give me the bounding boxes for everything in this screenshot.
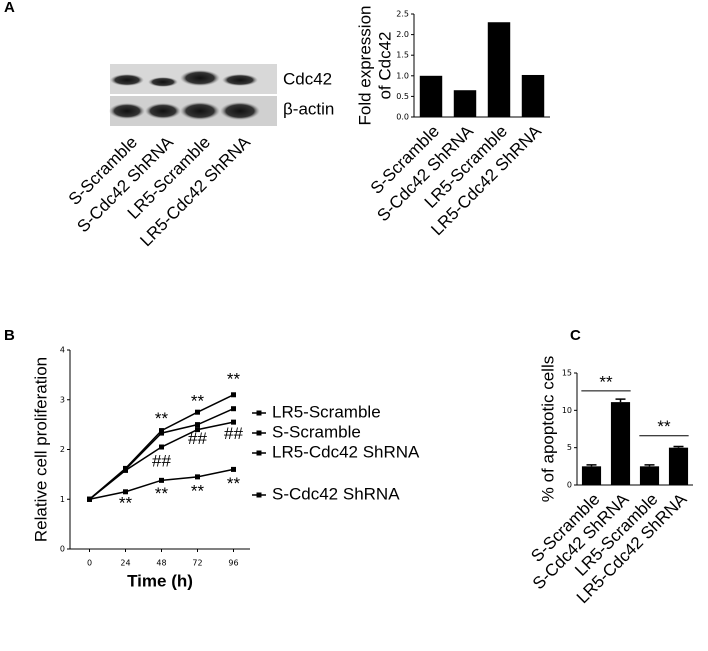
annotation: ## bbox=[152, 451, 171, 470]
y-axis-label: % of apoptotic cells bbox=[538, 356, 557, 502]
y-tick-label: 0 bbox=[567, 481, 572, 490]
point bbox=[159, 444, 164, 450]
point bbox=[195, 422, 200, 428]
bar bbox=[610, 402, 631, 485]
bar bbox=[581, 466, 602, 485]
legend-label: LR5-Scramble bbox=[272, 402, 381, 421]
error-bar bbox=[644, 464, 655, 467]
y-axis-label: of Cdc42 bbox=[375, 31, 394, 99]
point bbox=[159, 430, 164, 436]
point bbox=[123, 489, 128, 495]
point bbox=[231, 419, 236, 425]
point bbox=[87, 496, 92, 502]
x-tick-label: 48 bbox=[156, 559, 166, 568]
y-tick-label: 1.0 bbox=[396, 71, 409, 80]
y-tick-label: 1.5 bbox=[396, 51, 409, 60]
point bbox=[231, 392, 236, 398]
annotation: ** bbox=[191, 481, 205, 500]
y-tick-label: 5 bbox=[567, 443, 572, 452]
point bbox=[159, 477, 164, 483]
y-tick-label: 10 bbox=[562, 406, 572, 415]
point bbox=[195, 427, 200, 433]
x-tick-label: 96 bbox=[228, 559, 238, 568]
legend-marker bbox=[256, 450, 262, 456]
blot-band bbox=[109, 103, 145, 119]
annotation: ** bbox=[119, 494, 133, 513]
significance: ** bbox=[657, 417, 671, 436]
annotation: ** bbox=[227, 474, 241, 493]
point bbox=[123, 467, 128, 473]
blot bbox=[109, 64, 277, 126]
point bbox=[195, 409, 200, 415]
y-tick-label: 4 bbox=[60, 346, 65, 355]
blot-band bbox=[110, 74, 144, 86]
annotation: ## bbox=[188, 429, 207, 448]
legend-label: LR5-Cdc42 ShRNA bbox=[272, 442, 420, 461]
panel-label: B bbox=[4, 327, 15, 344]
x-tick-label: 24 bbox=[120, 559, 130, 568]
band-label: β-actin bbox=[283, 99, 334, 118]
blot-band bbox=[220, 102, 260, 120]
legend-marker bbox=[256, 430, 262, 436]
annotation: ** bbox=[155, 409, 169, 428]
y-tick-label: 2.5 bbox=[396, 10, 409, 19]
blot-band bbox=[145, 103, 181, 119]
point bbox=[231, 406, 236, 412]
annotation: ** bbox=[227, 369, 241, 388]
bar bbox=[453, 90, 477, 117]
bar bbox=[419, 75, 443, 117]
blot-band bbox=[148, 77, 178, 87]
y-tick-label: 15 bbox=[562, 369, 572, 378]
annotation: ** bbox=[155, 484, 169, 503]
error-bar bbox=[615, 398, 626, 403]
error-bar bbox=[586, 464, 597, 467]
bar bbox=[521, 74, 545, 117]
blot-band bbox=[180, 70, 220, 86]
blot-band bbox=[222, 74, 258, 86]
point bbox=[195, 474, 200, 480]
y-axis-label: Relative cell proliferation bbox=[31, 357, 50, 542]
bar bbox=[668, 447, 689, 485]
significance: ** bbox=[599, 372, 613, 391]
legend-marker bbox=[256, 492, 262, 498]
y-tick-label: 2.0 bbox=[396, 30, 409, 39]
bar bbox=[487, 22, 511, 118]
legend-label: S-Cdc42 ShRNA bbox=[272, 484, 400, 503]
panel-label: A bbox=[4, 0, 15, 16]
y-axis-label: Fold expression bbox=[355, 5, 374, 125]
y-tick-label: 0.5 bbox=[396, 92, 409, 101]
x-tick-label: 72 bbox=[192, 559, 202, 568]
error-bar bbox=[673, 445, 684, 448]
legend-label: S-Scramble bbox=[272, 422, 361, 441]
point bbox=[231, 466, 236, 472]
annotation: ## bbox=[224, 424, 243, 443]
panel-label: C bbox=[570, 327, 581, 344]
x-tick-label: 0 bbox=[87, 559, 92, 568]
x-axis-label: Time (h) bbox=[127, 571, 193, 590]
y-tick-label: 1 bbox=[60, 495, 65, 504]
y-tick-label: 3 bbox=[60, 395, 65, 404]
bar bbox=[639, 466, 660, 485]
band-label: Cdc42 bbox=[283, 69, 332, 88]
legend-marker bbox=[256, 410, 262, 416]
annotation: ** bbox=[191, 392, 205, 411]
blot-band bbox=[180, 102, 220, 120]
y-tick-label: 2 bbox=[60, 445, 65, 454]
y-tick-label: 0.0 bbox=[396, 113, 409, 122]
y-tick-label: 0 bbox=[60, 545, 65, 554]
